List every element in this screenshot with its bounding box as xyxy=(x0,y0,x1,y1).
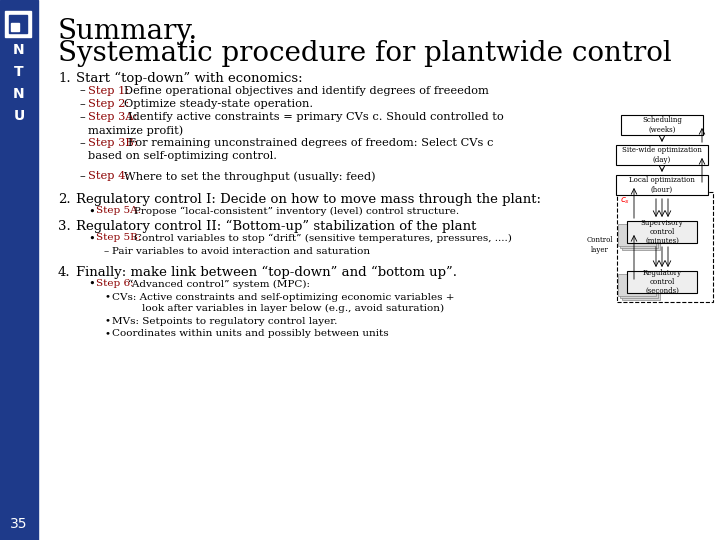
Text: CVs: Active constraints and self-optimizing economic variables +: CVs: Active constraints and self-optimiz… xyxy=(112,293,454,302)
Bar xyxy=(620,226,658,248)
Text: Step 5A:: Step 5A: xyxy=(96,206,141,215)
Text: Step 1:: Step 1: xyxy=(88,85,129,96)
Text: Supervisory
control
(minutes): Supervisory control (minutes) xyxy=(641,219,683,245)
Text: For remaining unconstrained degrees of freedom: Select CVs c: For remaining unconstrained degrees of f… xyxy=(128,138,493,149)
Text: based on self-optimizing control.: based on self-optimizing control. xyxy=(88,151,277,161)
Bar xyxy=(627,271,697,293)
Text: Finally: make link between “top-down” and “bottom up”.: Finally: make link between “top-down” an… xyxy=(76,266,457,279)
Text: Step 4:: Step 4: xyxy=(88,171,129,181)
Bar xyxy=(617,192,713,302)
Text: –: – xyxy=(104,247,109,256)
Text: Step 5B:: Step 5B: xyxy=(96,233,141,242)
Text: 3.: 3. xyxy=(58,220,71,233)
Text: 35: 35 xyxy=(10,517,28,531)
Text: Systematic procedure for plantwide control: Systematic procedure for plantwide contr… xyxy=(58,40,672,67)
Text: Where to set the throughput (usually: feed): Where to set the throughput (usually: fe… xyxy=(124,171,376,182)
Text: •: • xyxy=(104,317,110,326)
Text: •: • xyxy=(88,206,95,217)
Text: Control
layer: Control layer xyxy=(587,237,613,254)
Text: T: T xyxy=(14,65,24,79)
Text: –: – xyxy=(80,85,86,96)
Text: –: – xyxy=(80,99,86,109)
Text: –: – xyxy=(80,112,86,123)
Text: Scheduling
(weeks): Scheduling (weeks) xyxy=(642,117,682,133)
Text: U: U xyxy=(14,109,24,123)
Text: Control variables to stop “drift” (sensitive temperatures, pressures, ....): Control variables to stop “drift” (sensi… xyxy=(134,233,512,242)
Bar xyxy=(9,15,27,33)
Text: •: • xyxy=(104,329,110,338)
Text: Regulatory control II: “Bottom-up” stabilization of the plant: Regulatory control II: “Bottom-up” stabi… xyxy=(76,220,477,233)
Text: N: N xyxy=(13,87,24,101)
Text: Start “top-down” with economics:: Start “top-down” with economics: xyxy=(76,72,302,85)
Bar xyxy=(618,274,656,296)
Text: 2.: 2. xyxy=(58,193,71,206)
Text: –: – xyxy=(80,138,86,149)
Text: N: N xyxy=(13,43,24,57)
Bar xyxy=(618,224,656,246)
Bar xyxy=(0,0,38,540)
Text: Regulatory
control
(seconds): Regulatory control (seconds) xyxy=(642,269,682,295)
Text: Optimize steady-state operation.: Optimize steady-state operation. xyxy=(124,99,313,109)
Text: Propose “local-consistent” inventory (level) control structure.: Propose “local-consistent” inventory (le… xyxy=(134,206,459,215)
Text: 4.: 4. xyxy=(58,266,71,279)
Text: Step 3A:: Step 3A: xyxy=(88,112,138,123)
Text: MVs: Setpoints to regulatory control layer.: MVs: Setpoints to regulatory control lay… xyxy=(112,317,338,326)
Text: “Advanced control” system (MPC):: “Advanced control” system (MPC): xyxy=(128,279,310,288)
Text: Local optimization
(hour): Local optimization (hour) xyxy=(629,177,695,194)
Text: maximize profit): maximize profit) xyxy=(88,125,184,136)
Text: •: • xyxy=(88,233,95,244)
Bar xyxy=(627,221,697,243)
Text: Identify active constraints = primary CVs c. Should controlled to: Identify active constraints = primary CV… xyxy=(128,112,504,123)
Bar xyxy=(620,276,658,298)
Text: Site-wide optimization
(day): Site-wide optimization (day) xyxy=(622,146,702,164)
Bar xyxy=(5,11,31,37)
Text: Step 6:: Step 6: xyxy=(96,279,134,288)
Text: 1.: 1. xyxy=(58,72,71,85)
Text: Coordinates within units and possibly between units: Coordinates within units and possibly be… xyxy=(112,329,389,338)
Bar xyxy=(622,228,660,250)
Text: Step 3B:: Step 3B: xyxy=(88,138,138,149)
Text: $c_s$: $c_s$ xyxy=(620,195,630,206)
Bar xyxy=(616,175,708,195)
Text: Step 2:: Step 2: xyxy=(88,99,129,109)
Bar xyxy=(621,115,703,135)
Bar xyxy=(622,278,660,300)
Text: Summary.: Summary. xyxy=(58,18,198,45)
Text: Define operational objectives and identify degrees of freeedom: Define operational objectives and identi… xyxy=(124,85,489,96)
Text: look after variables in layer below (e.g., avoid saturation): look after variables in layer below (e.g… xyxy=(142,304,444,313)
Bar xyxy=(11,23,19,31)
Text: •: • xyxy=(104,293,110,302)
Text: Regulatory control I: Decide on how to move mass through the plant:: Regulatory control I: Decide on how to m… xyxy=(76,193,541,206)
Text: –: – xyxy=(80,171,86,181)
Text: Pair variables to avoid interaction and saturation: Pair variables to avoid interaction and … xyxy=(112,247,370,256)
Bar xyxy=(616,145,708,165)
Text: •: • xyxy=(88,279,95,289)
